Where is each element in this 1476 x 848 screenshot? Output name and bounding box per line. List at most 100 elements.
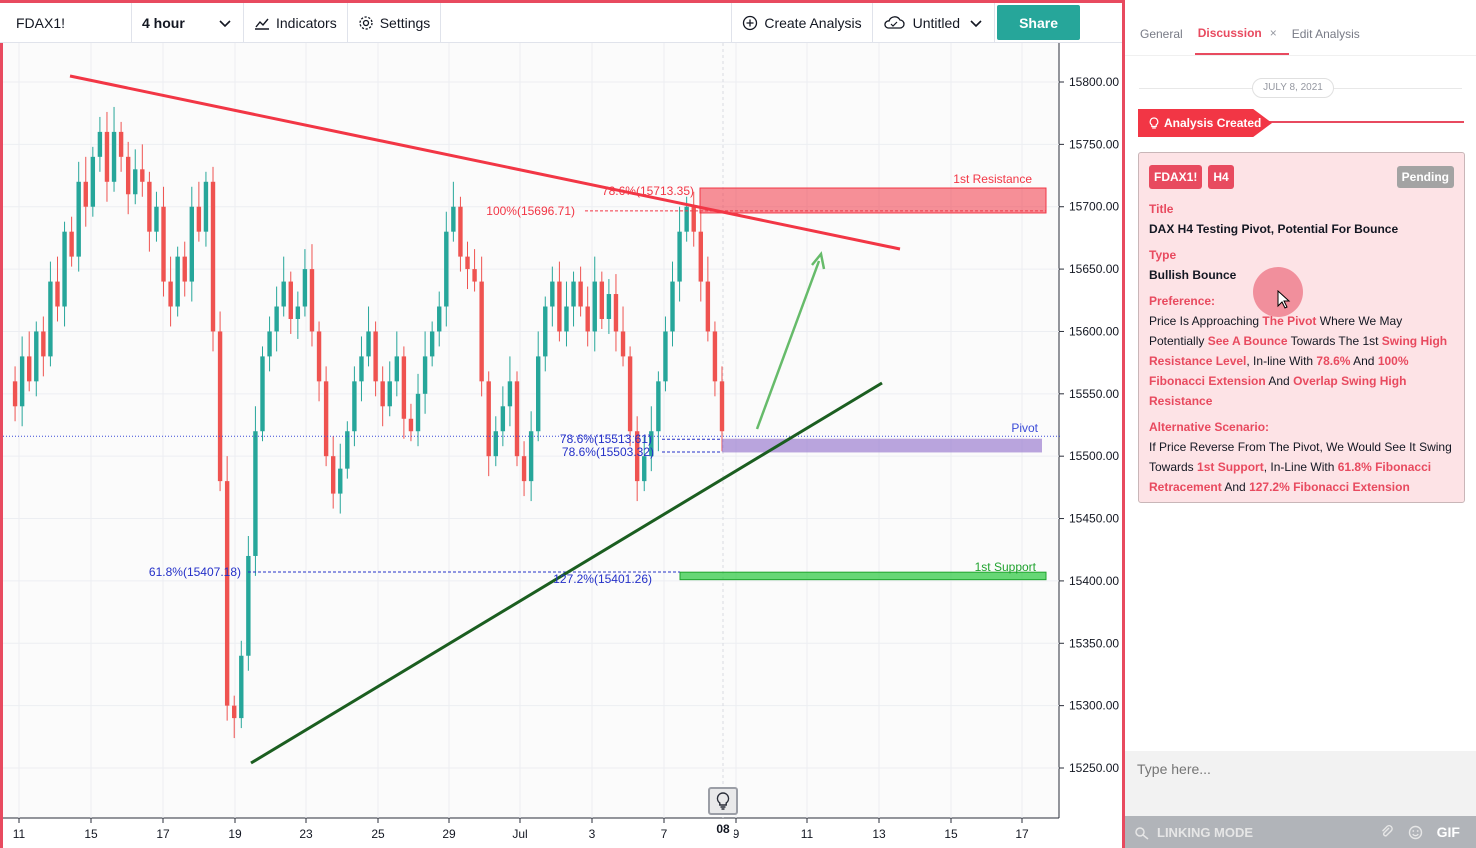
candle-body	[330, 456, 336, 494]
price-tick-label: 15700.00	[1069, 200, 1119, 214]
candle-body	[373, 331, 378, 382]
candle-body	[507, 381, 513, 407]
candle-body	[274, 306, 279, 332]
candle-body	[387, 381, 392, 407]
emoji-icon[interactable]	[1408, 825, 1423, 840]
candle-body	[705, 281, 711, 332]
candle-body	[543, 306, 548, 357]
candle-body	[606, 294, 612, 319]
candle-body	[535, 356, 541, 432]
time-tick-label: 19	[228, 827, 242, 841]
candle-body	[663, 331, 668, 382]
candle-body	[493, 431, 498, 457]
price-tick-label: 15800.00	[1069, 75, 1119, 89]
candle-body	[253, 431, 258, 556]
candle-body	[302, 269, 308, 307]
interval-dropdown[interactable]: 4 hour	[132, 3, 244, 42]
candle-body	[224, 481, 230, 706]
event-line	[1268, 121, 1464, 123]
body-text: And	[1221, 480, 1250, 494]
symbol-label: FDAX1!	[16, 14, 66, 31]
candle-body	[90, 156, 96, 207]
projection-arrow-line	[755, 260, 821, 430]
gif-button[interactable]: GIF	[1436, 824, 1460, 840]
tab-edit-analysis[interactable]: Edit Analysis	[1291, 27, 1360, 41]
analysis-panel: General Discussion × Edit Analysis JULY 8…	[1122, 0, 1476, 848]
lightbulb-icon	[1149, 116, 1159, 129]
analysis-card: FDAX1! H4 Pending Title DAX H4 Testing P…	[1138, 152, 1465, 503]
alternative-text: If Price Reverse From The Pivot, We Woul…	[1149, 437, 1454, 497]
chart-area[interactable]: 15800.00 15750.00 15700.00 15650.00 15600.00…	[0, 43, 1122, 848]
time-tick-label: 17	[156, 827, 170, 841]
comment-input[interactable]	[1137, 761, 1457, 777]
fib-100-label: 100%(15696.71)	[486, 204, 575, 218]
tab-discussion[interactable]: Discussion ×	[1194, 26, 1289, 55]
time-tick-label: Jul	[512, 827, 527, 841]
tab-general[interactable]: General	[1140, 27, 1183, 41]
candle-body	[260, 356, 265, 432]
candle-body	[182, 256, 187, 282]
title-section: Title DAX H4 Testing Pivot, Potential Fo…	[1149, 199, 1454, 239]
time-axis-bg	[0, 818, 1059, 848]
highlight-text: The Pivot	[1262, 314, 1317, 328]
time-tick-label: 11	[13, 827, 26, 841]
candle-body	[189, 206, 195, 282]
candle-body	[345, 431, 350, 469]
cloud-icon	[883, 15, 905, 29]
candle-body	[140, 169, 145, 182]
linking-mode-label[interactable]: LINKING MODE	[1157, 824, 1254, 840]
close-icon[interactable]: ×	[1269, 26, 1277, 40]
candle-body	[585, 306, 590, 332]
fib-1272-label: 127.2%(15401.26)	[553, 572, 652, 586]
create-analysis-button[interactable]: Create Analysis	[732, 3, 873, 42]
candle-body	[592, 281, 597, 332]
symbol-search[interactable]: FDAX1!	[0, 3, 132, 42]
candle-body	[133, 169, 138, 195]
fib-786b-label: 78.6%(15503.32)	[562, 445, 654, 459]
candle-body	[458, 206, 463, 257]
layout-dropdown[interactable]: Untitled	[873, 3, 996, 42]
candle-body	[34, 331, 39, 382]
candle-body	[444, 231, 449, 307]
candle-body	[323, 381, 329, 457]
candle-body	[175, 256, 180, 307]
paperclip-icon[interactable]	[1380, 825, 1394, 839]
candle-body	[528, 431, 534, 482]
share-button[interactable]: Share	[997, 5, 1080, 40]
price-tick-label: 15400.00	[1069, 574, 1119, 588]
tab-discussion-label: Discussion	[1197, 26, 1262, 40]
candle-body	[500, 406, 506, 432]
analysis-created-event: Analysis Created	[1138, 109, 1464, 137]
candle-body	[338, 468, 343, 494]
price-tick-label: 15750.00	[1069, 137, 1119, 151]
candle-body	[246, 555, 251, 656]
indicators-button[interactable]: Indicators	[244, 3, 348, 42]
mouse-cursor-icon	[1277, 290, 1291, 309]
time-tick-label: 9	[733, 827, 740, 841]
alternative-section: Alternative Scenario: If Price Reverse F…	[1149, 417, 1454, 497]
time-marker-label: 08	[716, 822, 730, 836]
analysis-title: DAX H4 Testing Pivot, Potential For Boun…	[1149, 222, 1399, 236]
candle-body	[83, 181, 88, 207]
candle-body	[168, 281, 173, 307]
candle-body	[691, 206, 696, 232]
fib-786-high-label: 78.6%(15713.35)	[602, 184, 694, 198]
settings-button[interactable]: Settings	[348, 3, 442, 42]
candle-body	[111, 131, 117, 182]
card-badges: FDAX1! H4 Pending	[1149, 165, 1454, 189]
price-tick-label: 15450.00	[1069, 512, 1119, 526]
candle-body	[295, 306, 301, 319]
link-settings-icon	[1135, 827, 1149, 840]
candle-body	[281, 281, 286, 307]
body-text: And	[1265, 374, 1294, 388]
candle-body	[649, 431, 654, 457]
candle-body	[578, 281, 583, 307]
candle-body	[217, 331, 223, 482]
candle-body	[437, 306, 442, 332]
price-chart[interactable]: 15800.00 15750.00 15700.00 15650.00 15600.00…	[0, 43, 1122, 848]
idea-bulb-button[interactable]	[708, 787, 738, 815]
candle-body	[309, 269, 315, 332]
candle-body	[97, 131, 103, 157]
candles-group	[12, 106, 725, 739]
event-label: Analysis Created	[1164, 116, 1262, 130]
